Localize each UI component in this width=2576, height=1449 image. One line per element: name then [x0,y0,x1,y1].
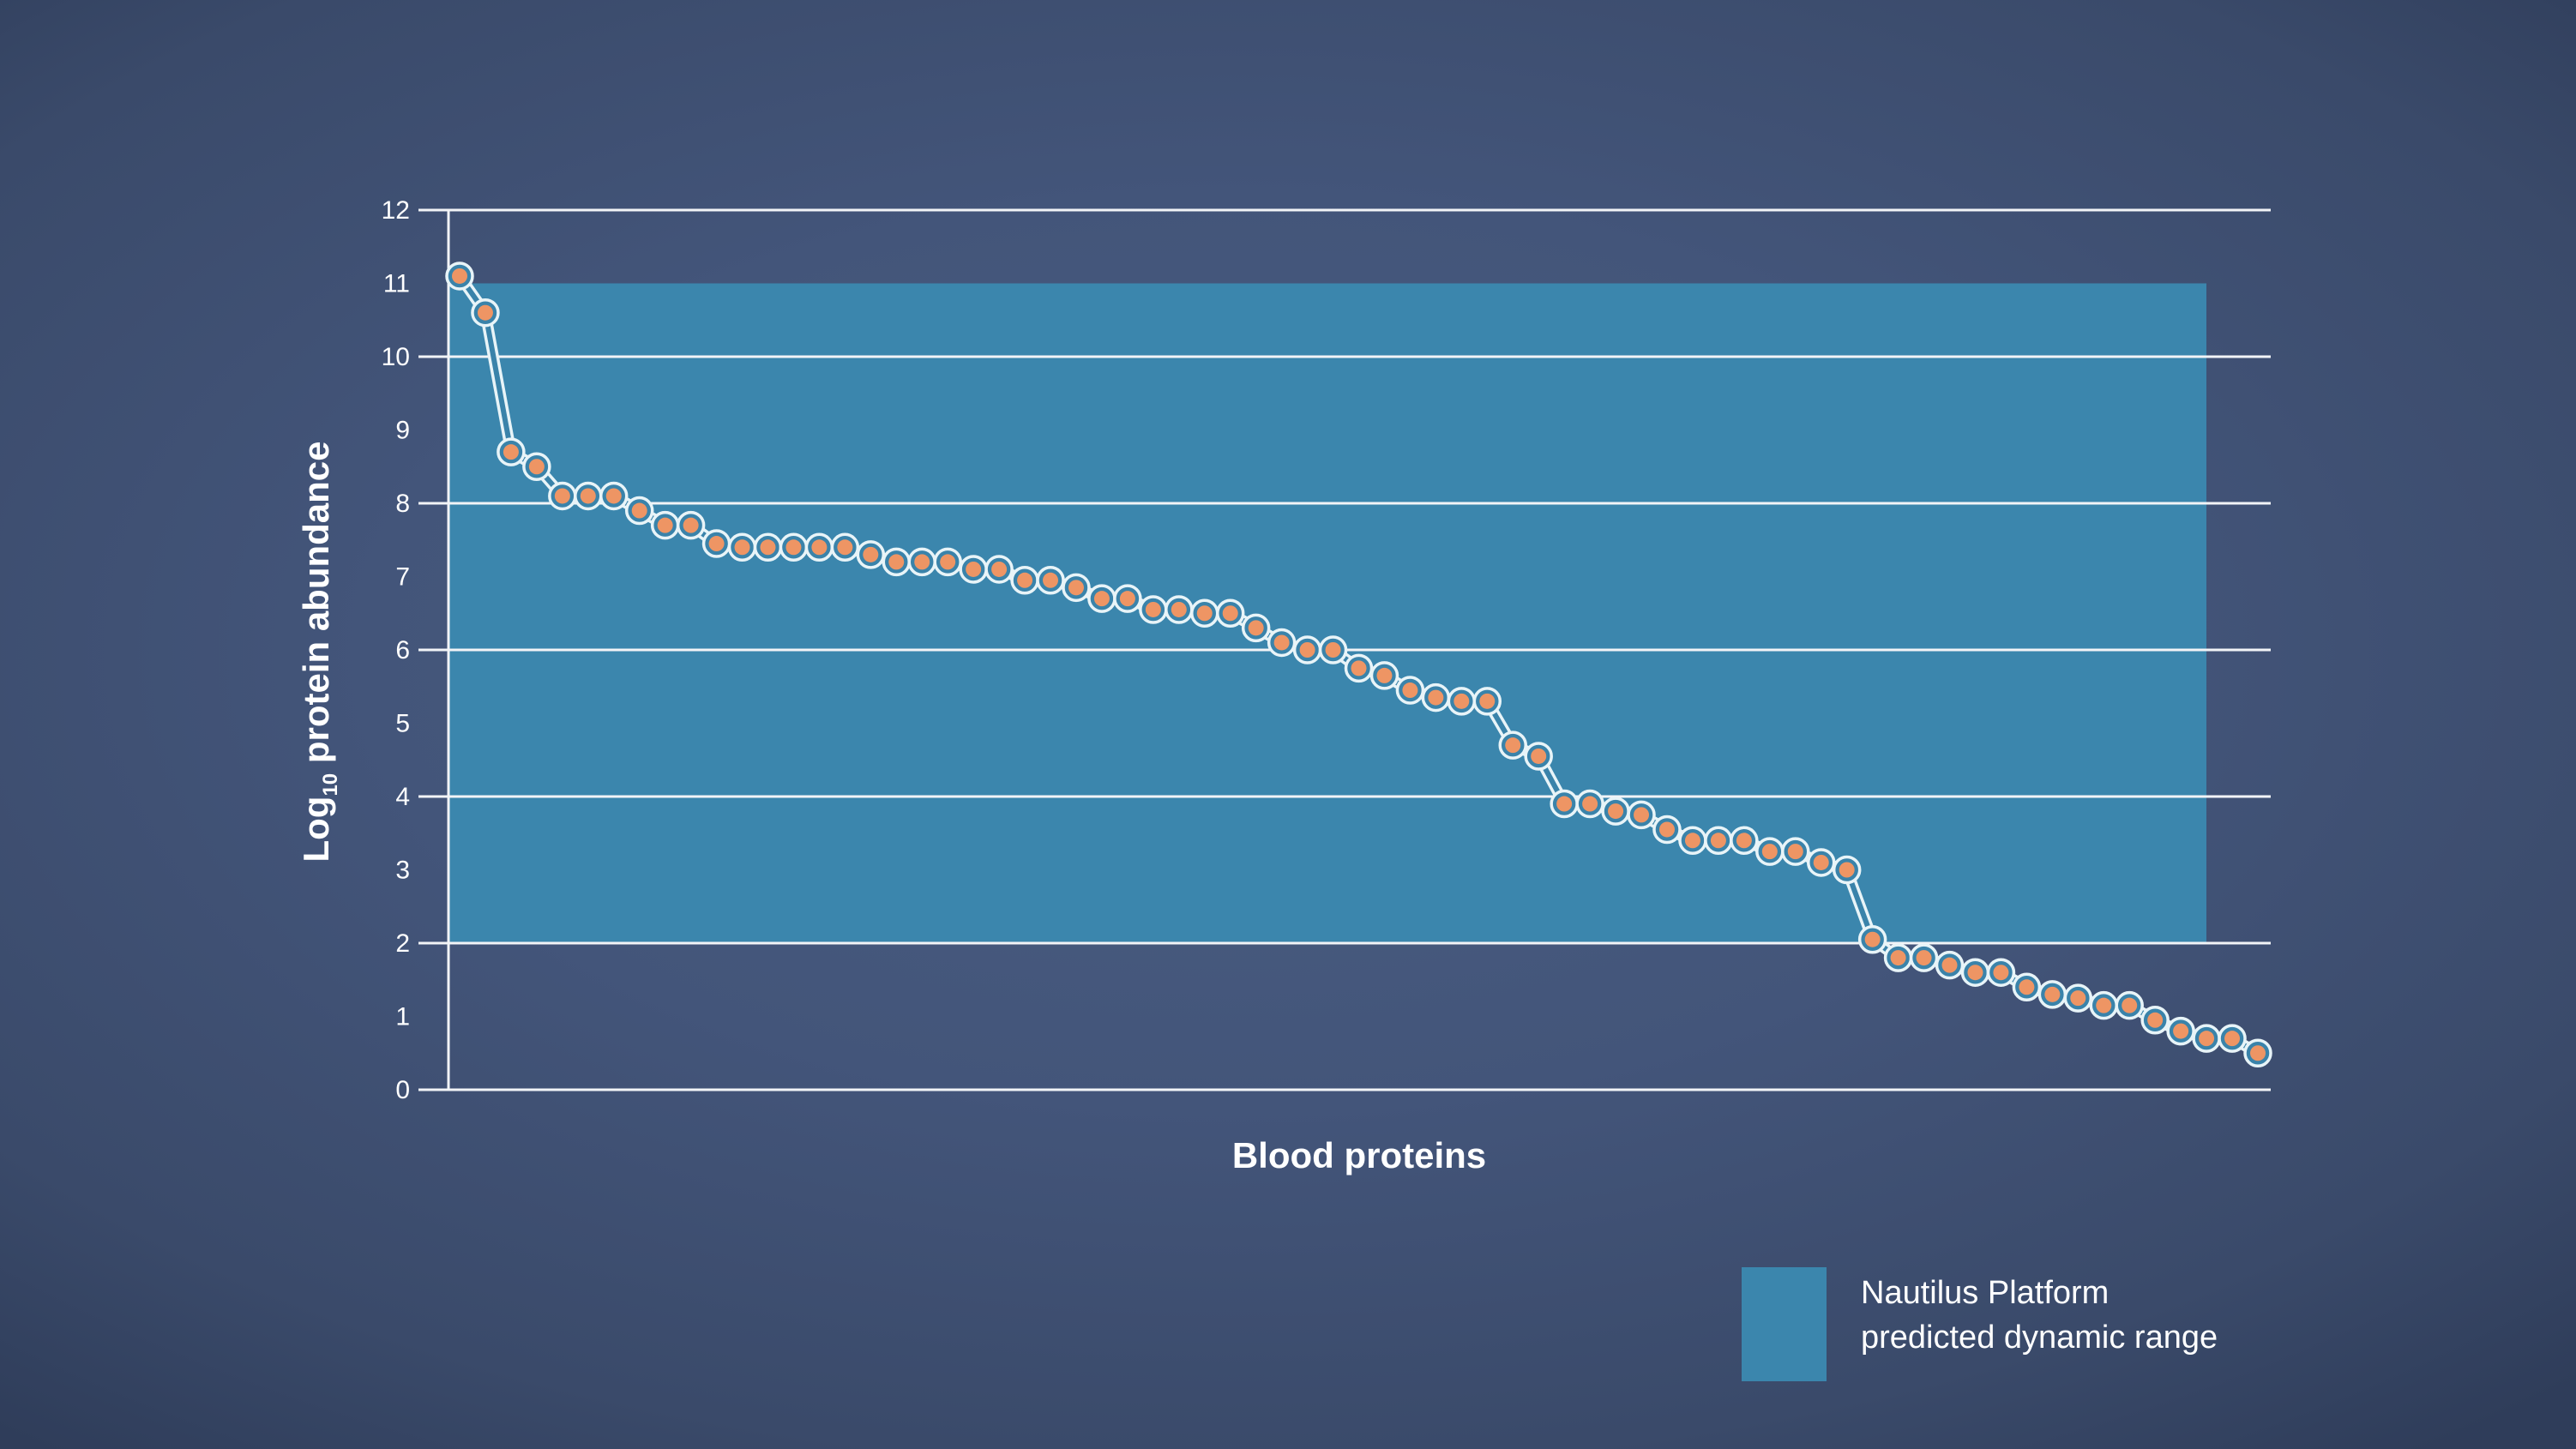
data-point [1036,566,1065,595]
x-axis-title: Blood proteins [1232,1135,1486,1175]
data-point [2115,990,2144,1020]
data-point [1601,797,1630,826]
y-tick-label: 7 [395,563,410,592]
data-point [882,547,912,577]
legend: Nautilus Platform predicted dynamic rang… [1742,1267,2218,1381]
y-tick-label: 6 [395,636,410,664]
y-tick-label: 0 [395,1076,410,1104]
data-series [445,262,2272,1067]
data-point [1113,584,1142,613]
data-point [856,540,886,569]
data-point [1575,789,1604,819]
data-point [1010,566,1039,595]
data-point [1344,653,1374,683]
legend-label-line2: predicted dynamic range [1861,1320,2218,1356]
y-tick-label: 1 [395,1003,410,1031]
data-point [2166,1016,2195,1046]
data-point [624,496,654,526]
legend-label-line1: Nautilus Platform [1861,1275,2110,1311]
data-point [701,529,731,558]
data-point [548,481,577,511]
data-point [471,298,500,328]
data-point [1215,598,1245,628]
data-point [1087,584,1116,613]
data-point [1241,613,1271,643]
y-tick-label: 2 [395,929,410,958]
data-point [1524,742,1553,771]
y-tick-label: 11 [383,270,410,298]
data-point [1498,731,1527,760]
data-point [1139,595,1168,624]
data-point [522,452,551,481]
legend-swatch [1742,1267,1827,1381]
data-point [1292,635,1322,664]
y-tick-label: 8 [395,490,410,518]
y-tick-label: 9 [395,417,410,445]
data-point [1935,950,1965,980]
y-tick-label: 12 [382,196,410,225]
data-point [1062,573,1091,603]
data-point [1730,826,1759,856]
data-point [1678,826,1707,856]
y-tick-label: 10 [382,343,410,371]
data-point [1421,682,1451,712]
data-point [2012,972,2042,1002]
data-point [574,481,603,511]
data-point [2089,990,2119,1020]
y-tick-label: 4 [395,783,410,811]
y-axis-title: Log10 protein abundance [296,441,342,862]
data-point [1447,687,1477,716]
data-point [1909,943,1939,972]
data-point [2140,1006,2170,1035]
data-point [1704,826,1733,856]
data-point [1832,855,1862,885]
data-point [779,532,809,562]
data-point [1267,628,1297,658]
data-point [2037,980,2067,1009]
data-point [2192,1024,2221,1053]
data-point [1652,815,1682,845]
data-point [959,555,988,584]
data-point [676,510,706,540]
data-point [1190,598,1219,628]
data-point [907,547,936,577]
data-point [1472,687,1502,716]
gridlines [418,208,2271,1091]
data-point [1781,837,1810,866]
data-point [1318,635,1348,664]
y-tick-label: 5 [395,710,410,738]
data-point [1857,924,1887,954]
data-point [1883,943,1913,972]
data-point [2218,1024,2247,1053]
data-point [445,262,474,291]
data-point [753,532,783,562]
data-point [497,437,526,466]
data-point [599,481,629,511]
data-point [1960,958,1990,987]
data-point [1165,595,1194,624]
data-point [1395,676,1425,705]
data-point [1806,848,1836,877]
dynamic-range-band [448,283,2206,943]
data-point [830,532,860,562]
legend-label: Nautilus Platform predicted dynamic rang… [1861,1271,2218,1360]
data-point [933,547,962,577]
data-point [984,555,1014,584]
data-point [650,510,680,540]
data-point [1986,958,2016,987]
data-point [1369,661,1399,690]
data-point [1755,837,1785,866]
data-point [804,532,834,562]
data-point [2063,983,2093,1013]
y-tick-label: 3 [395,857,410,885]
data-point [2243,1038,2272,1067]
data-point [727,532,757,562]
data-point [1550,789,1579,819]
data-point [1627,800,1656,830]
